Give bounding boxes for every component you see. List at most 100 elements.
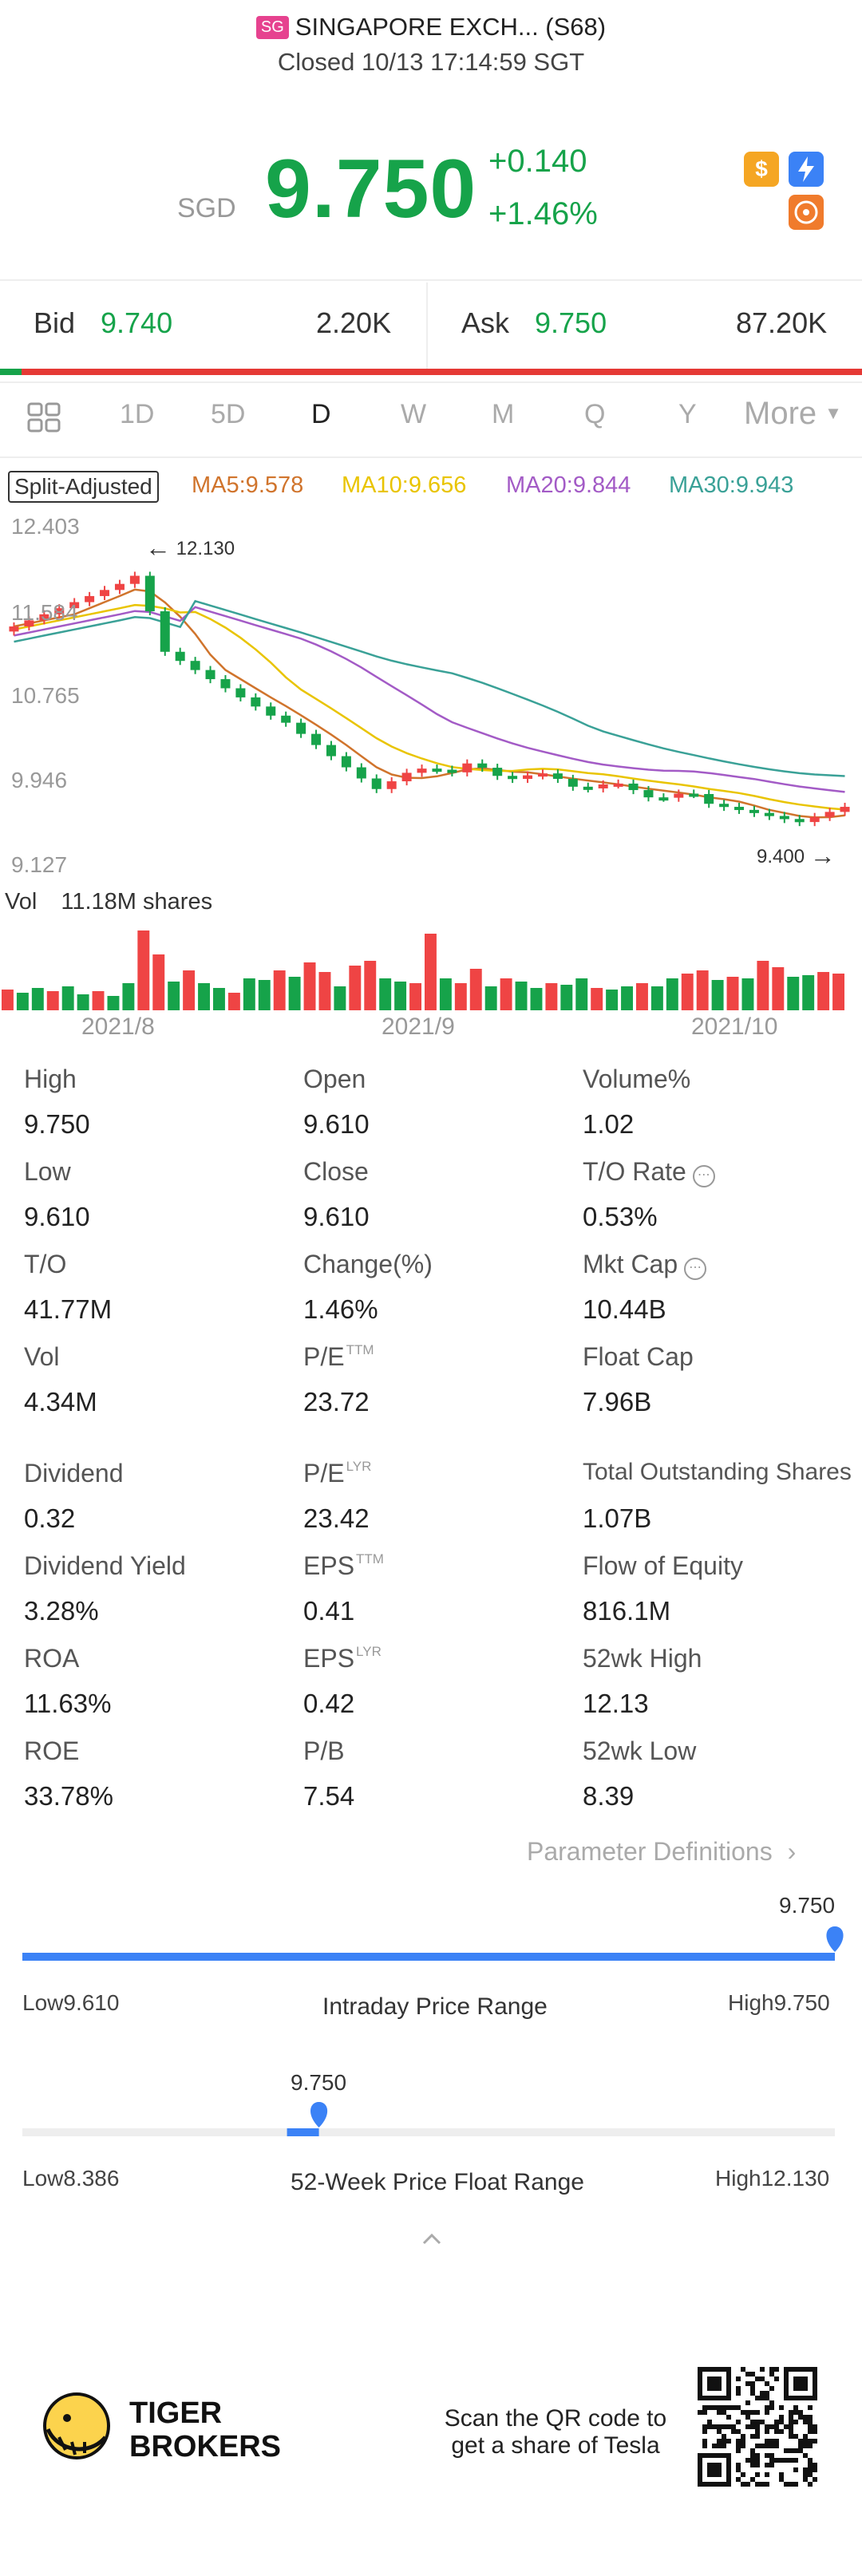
grid-menu-icon[interactable] (27, 402, 62, 438)
qr-module (803, 2467, 808, 2472)
qr-module (765, 2405, 769, 2410)
divider (0, 456, 862, 458)
arrow-left-icon: ← (145, 533, 171, 562)
candle-body (628, 783, 639, 791)
qr-module (760, 2420, 765, 2424)
ask-volume-bar (22, 369, 862, 375)
qr-module (755, 2429, 760, 2434)
qr-module (784, 2424, 789, 2429)
candlestick-chart[interactable] (0, 511, 862, 878)
flash-icon[interactable] (789, 152, 824, 187)
qr-module (750, 2463, 755, 2467)
candle-body (567, 779, 578, 787)
tab-1d[interactable]: 1D (120, 399, 155, 429)
volume-bar (832, 974, 844, 1010)
candle-body (809, 816, 820, 823)
qr-module (765, 2391, 769, 2396)
qr-module (808, 2463, 813, 2467)
qr-finder-core (793, 2376, 808, 2391)
qr-module (793, 2405, 798, 2410)
tab-y[interactable]: Y (678, 399, 697, 429)
stat-label-mkt-cap: Mkt Cap ⋯ (583, 1250, 707, 1280)
lyr-superscript: LYR (356, 1644, 382, 1659)
divider (0, 279, 862, 281)
qr-module (760, 2396, 765, 2400)
qr-module (707, 2420, 712, 2424)
stat-label-change-pct: Change(%) (303, 1250, 433, 1278)
info-icon[interactable]: ⋯ (684, 1258, 707, 1280)
volume-bar (349, 966, 362, 1010)
volume-bar (334, 986, 346, 1010)
qr-module (736, 2448, 741, 2453)
tab-m[interactable]: M (492, 399, 515, 429)
qr-module (808, 2472, 813, 2477)
stat-label-low: Low (24, 1157, 71, 1186)
qr-module (765, 2472, 769, 2477)
volume-bar (425, 934, 437, 1010)
share-icon[interactable] (789, 195, 824, 230)
stat-label-dividend: Dividend (24, 1459, 124, 1488)
qr-module (789, 2410, 793, 2415)
stat-label-52wk-low: 52wk Low (583, 1736, 697, 1765)
brand-line1: TIGER (129, 2396, 223, 2430)
y-tick: 9.946 (11, 768, 68, 792)
tab-q[interactable]: Q (584, 399, 606, 429)
collapse-chevron-up-icon[interactable] (421, 2231, 442, 2250)
y-tick: 9.127 (11, 852, 68, 877)
tab-5d[interactable]: 5D (211, 399, 246, 429)
volume-value: 11.18M shares (61, 889, 213, 915)
volume-bar (757, 961, 769, 1010)
low-marker-value: 9.400 (757, 846, 805, 867)
qr-module (769, 2386, 774, 2391)
qr-module (803, 2439, 808, 2444)
qr-code[interactable] (698, 2367, 817, 2487)
qr-module (808, 2439, 813, 2444)
qr-module (774, 2439, 779, 2444)
bid-label: Bid (34, 306, 76, 339)
info-icon[interactable]: ⋯ (692, 1165, 715, 1187)
stat-label-roe: ROE (24, 1736, 80, 1765)
qr-module (769, 2463, 774, 2467)
ma5-label: MA5:9.578 (192, 472, 304, 498)
stat-value-eps-ttm: 0.41 (303, 1596, 355, 1626)
qr-module (750, 2477, 755, 2482)
x-tick: 2021/8 (81, 1013, 155, 1040)
volume-bar (61, 986, 74, 1010)
tab-more[interactable]: More ▼ (744, 396, 842, 432)
qr-module (774, 2367, 779, 2372)
y-tick: 11.584 (11, 600, 78, 625)
candle-body (235, 688, 246, 697)
qr-module (765, 2429, 769, 2434)
arrow-right-icon: → (809, 841, 836, 870)
volume-bar (273, 970, 286, 1010)
volume-bar (650, 986, 663, 1010)
candle-body (205, 670, 216, 680)
stat-value-pe-lyr: 23.42 (303, 1503, 370, 1533)
candle-body (613, 783, 623, 787)
qr-module (798, 2415, 803, 2420)
qr-module (765, 2463, 769, 2467)
tab-d[interactable]: D (311, 399, 331, 429)
stat-label-pe-ttm-text: P/E (303, 1342, 345, 1371)
intraday-high: High9.750 (728, 1990, 830, 2015)
bid-size: 2.20K (316, 306, 392, 339)
stat-value-dividend-yield: 3.28% (24, 1596, 99, 1626)
qr-module (779, 2420, 784, 2424)
qr-module (774, 2376, 779, 2381)
intraday-marker-pin-icon (826, 1926, 844, 1952)
qr-module (784, 2448, 789, 2453)
parameter-definitions-link[interactable]: Parameter Definitions › (527, 1837, 796, 1867)
qr-module (808, 2444, 813, 2448)
candle-body (492, 768, 503, 776)
tab-w[interactable]: W (401, 399, 427, 429)
qr-module (731, 2405, 736, 2410)
qr-module (745, 2424, 750, 2429)
qr-module (741, 2410, 745, 2415)
qr-module (755, 2420, 760, 2424)
dollar-icon[interactable]: $ (744, 152, 779, 187)
split-adjusted-toggle[interactable]: Split-Adjusted (8, 471, 159, 503)
qr-module (803, 2444, 808, 2448)
candle-body (356, 767, 366, 779)
lyr-superscript: LYR (346, 1459, 372, 1474)
page-title: SG SINGAPORE EXCH... (S68) (0, 13, 862, 41)
